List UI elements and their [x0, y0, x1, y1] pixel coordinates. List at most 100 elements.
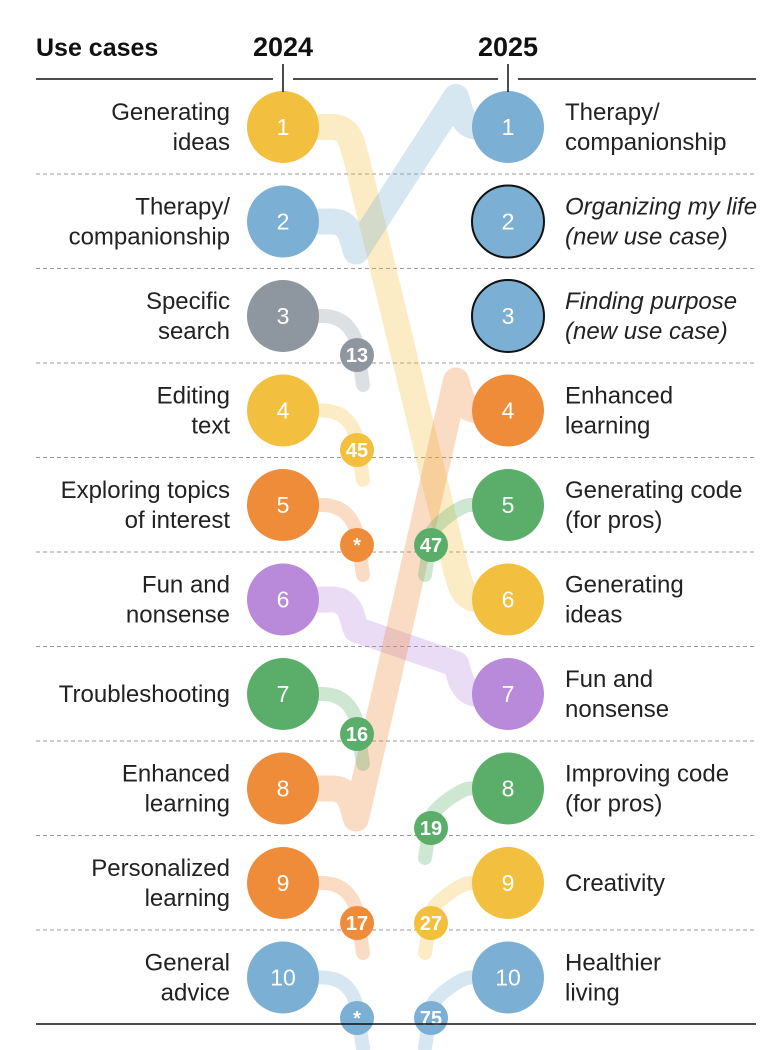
left-rank-number: 8 — [277, 776, 290, 802]
right-use-case-label: (for pros) — [565, 507, 662, 534]
left-use-case-label: Therapy/ — [135, 194, 230, 221]
right-use-case-label: ideas — [565, 602, 622, 629]
prev-rank-badge — [340, 1001, 374, 1035]
left-use-case-label: Fun and — [142, 572, 230, 599]
right-rank-number: 3 — [502, 303, 515, 329]
right-use-case-label: (new use case) — [565, 224, 728, 251]
left-rank-circle — [247, 563, 319, 636]
connector-line — [270, 84, 521, 265]
left-rank-circle — [247, 185, 319, 258]
right-rank-number: 5 — [502, 492, 515, 518]
right-rank-circle — [471, 279, 545, 353]
right-rank-circle — [472, 469, 544, 541]
year-2025-header: 2025 — [478, 32, 538, 62]
prev-rank-badge — [414, 811, 448, 845]
connector-lines — [270, 84, 521, 1050]
right-use-case-label: living — [565, 980, 620, 1007]
right-rank-number: 9 — [502, 870, 515, 896]
left-use-case-label: Generating — [111, 99, 230, 126]
left-use-case-label: General — [145, 950, 230, 977]
left-rank-circle — [247, 847, 319, 919]
right-rank-circle — [472, 847, 544, 919]
prev-rank-badge-value: 19 — [420, 818, 442, 840]
left-use-case-label: text — [191, 413, 230, 440]
right-rank-number: 10 — [495, 965, 521, 991]
left-rank-circle — [247, 280, 319, 352]
rank-badges: 13 45 * 16 17 * 47 19 27 75 — [340, 338, 448, 1035]
right-rank-number: 1 — [502, 114, 515, 140]
left-use-case-label: companionship — [69, 224, 230, 251]
right-use-case-label: Organizing my life — [565, 194, 757, 221]
row-dividers — [36, 173, 756, 931]
left-rank-circle — [247, 752, 319, 825]
left-rank-circle — [247, 374, 319, 447]
right-use-case-label: learning — [565, 413, 650, 440]
right-rank-circle — [472, 658, 544, 730]
left-rank-number: 1 — [277, 114, 290, 140]
left-rank-number: 5 — [277, 492, 290, 518]
prev-rank-badge — [414, 1001, 448, 1035]
left-use-case-label: ideas — [173, 129, 230, 156]
right-rank-circle — [471, 184, 545, 259]
prev-rank-badge — [340, 906, 374, 940]
connector-line — [270, 367, 521, 832]
left-use-case-label: of interest — [125, 507, 231, 534]
right-use-case-label: Therapy/ — [565, 99, 660, 126]
right-rank-number: 2 — [502, 209, 515, 235]
right-use-case-label: Improving code — [565, 761, 729, 788]
prev-rank-badge-value: * — [353, 1008, 361, 1030]
right-rank-number: 8 — [502, 776, 515, 802]
left-rank-number: 10 — [270, 965, 296, 991]
left-rank-circle — [247, 941, 319, 1014]
left-rank-circle — [247, 91, 319, 163]
left-use-case-label: advice — [161, 980, 230, 1007]
right-use-case-label: companionship — [565, 129, 726, 156]
left-use-case-label: search — [158, 318, 230, 345]
prev-rank-badge — [340, 433, 374, 467]
left-rank-number: 7 — [277, 681, 290, 707]
prev-rank-badge-value: 16 — [346, 724, 368, 746]
prev-rank-badge-value: 27 — [420, 913, 442, 935]
left-rank-number: 6 — [277, 587, 290, 613]
right-rank-circle — [472, 941, 544, 1014]
prev-rank-badge-value: * — [353, 535, 361, 557]
right-use-case-label: Generating code — [565, 477, 742, 504]
prev-rank-badge — [340, 338, 374, 372]
right-use-case-label: Creativity — [565, 870, 665, 897]
right-use-case-label: Fun and — [565, 666, 653, 693]
prev-rank-badge-value: 45 — [346, 440, 368, 462]
left-rank-circle — [247, 658, 319, 730]
left-use-case-label: Editing — [157, 383, 230, 410]
right-use-case-label: nonsense — [565, 696, 669, 723]
left-use-case-label: learning — [145, 885, 230, 912]
left-rank-circle — [247, 469, 319, 541]
right-rank-circle — [472, 563, 544, 636]
right-rank-circle — [472, 374, 544, 447]
right-rank-circle — [472, 91, 544, 163]
year-2024-header: 2024 — [253, 32, 313, 62]
right-use-case-label: Healthier — [565, 950, 661, 977]
prev-rank-badge-value: 13 — [346, 345, 368, 367]
prev-rank-badge — [414, 528, 448, 562]
prev-rank-badge-value: 47 — [420, 535, 442, 557]
left-use-case-label: Personalized — [91, 855, 230, 882]
right-use-case-label: Finding purpose — [565, 288, 737, 315]
left-use-case-label: Exploring topics — [61, 477, 230, 504]
left-use-case-label: Enhanced — [122, 761, 230, 788]
right-use-case-label: Generating — [565, 572, 684, 599]
right-rank-circle — [472, 752, 544, 825]
prev-rank-badge-value: 17 — [346, 913, 368, 935]
right-rank-number: 4 — [502, 398, 515, 424]
prev-rank-badge — [414, 906, 448, 940]
left-use-case-label: Specific — [146, 288, 230, 315]
prev-rank-badge-value: 75 — [420, 1008, 442, 1030]
left-use-case-label: learning — [145, 791, 230, 818]
left-rank-number: 9 — [277, 870, 290, 896]
column-header-label: Use cases — [36, 34, 158, 62]
connector-line — [270, 114, 521, 613]
left-rank-number: 2 — [277, 209, 290, 235]
connector-line — [270, 586, 521, 707]
use-case-labels: Generating ideas Therapy/companionship Spec… — [59, 99, 757, 1007]
left-rank-number: 3 — [277, 303, 290, 329]
